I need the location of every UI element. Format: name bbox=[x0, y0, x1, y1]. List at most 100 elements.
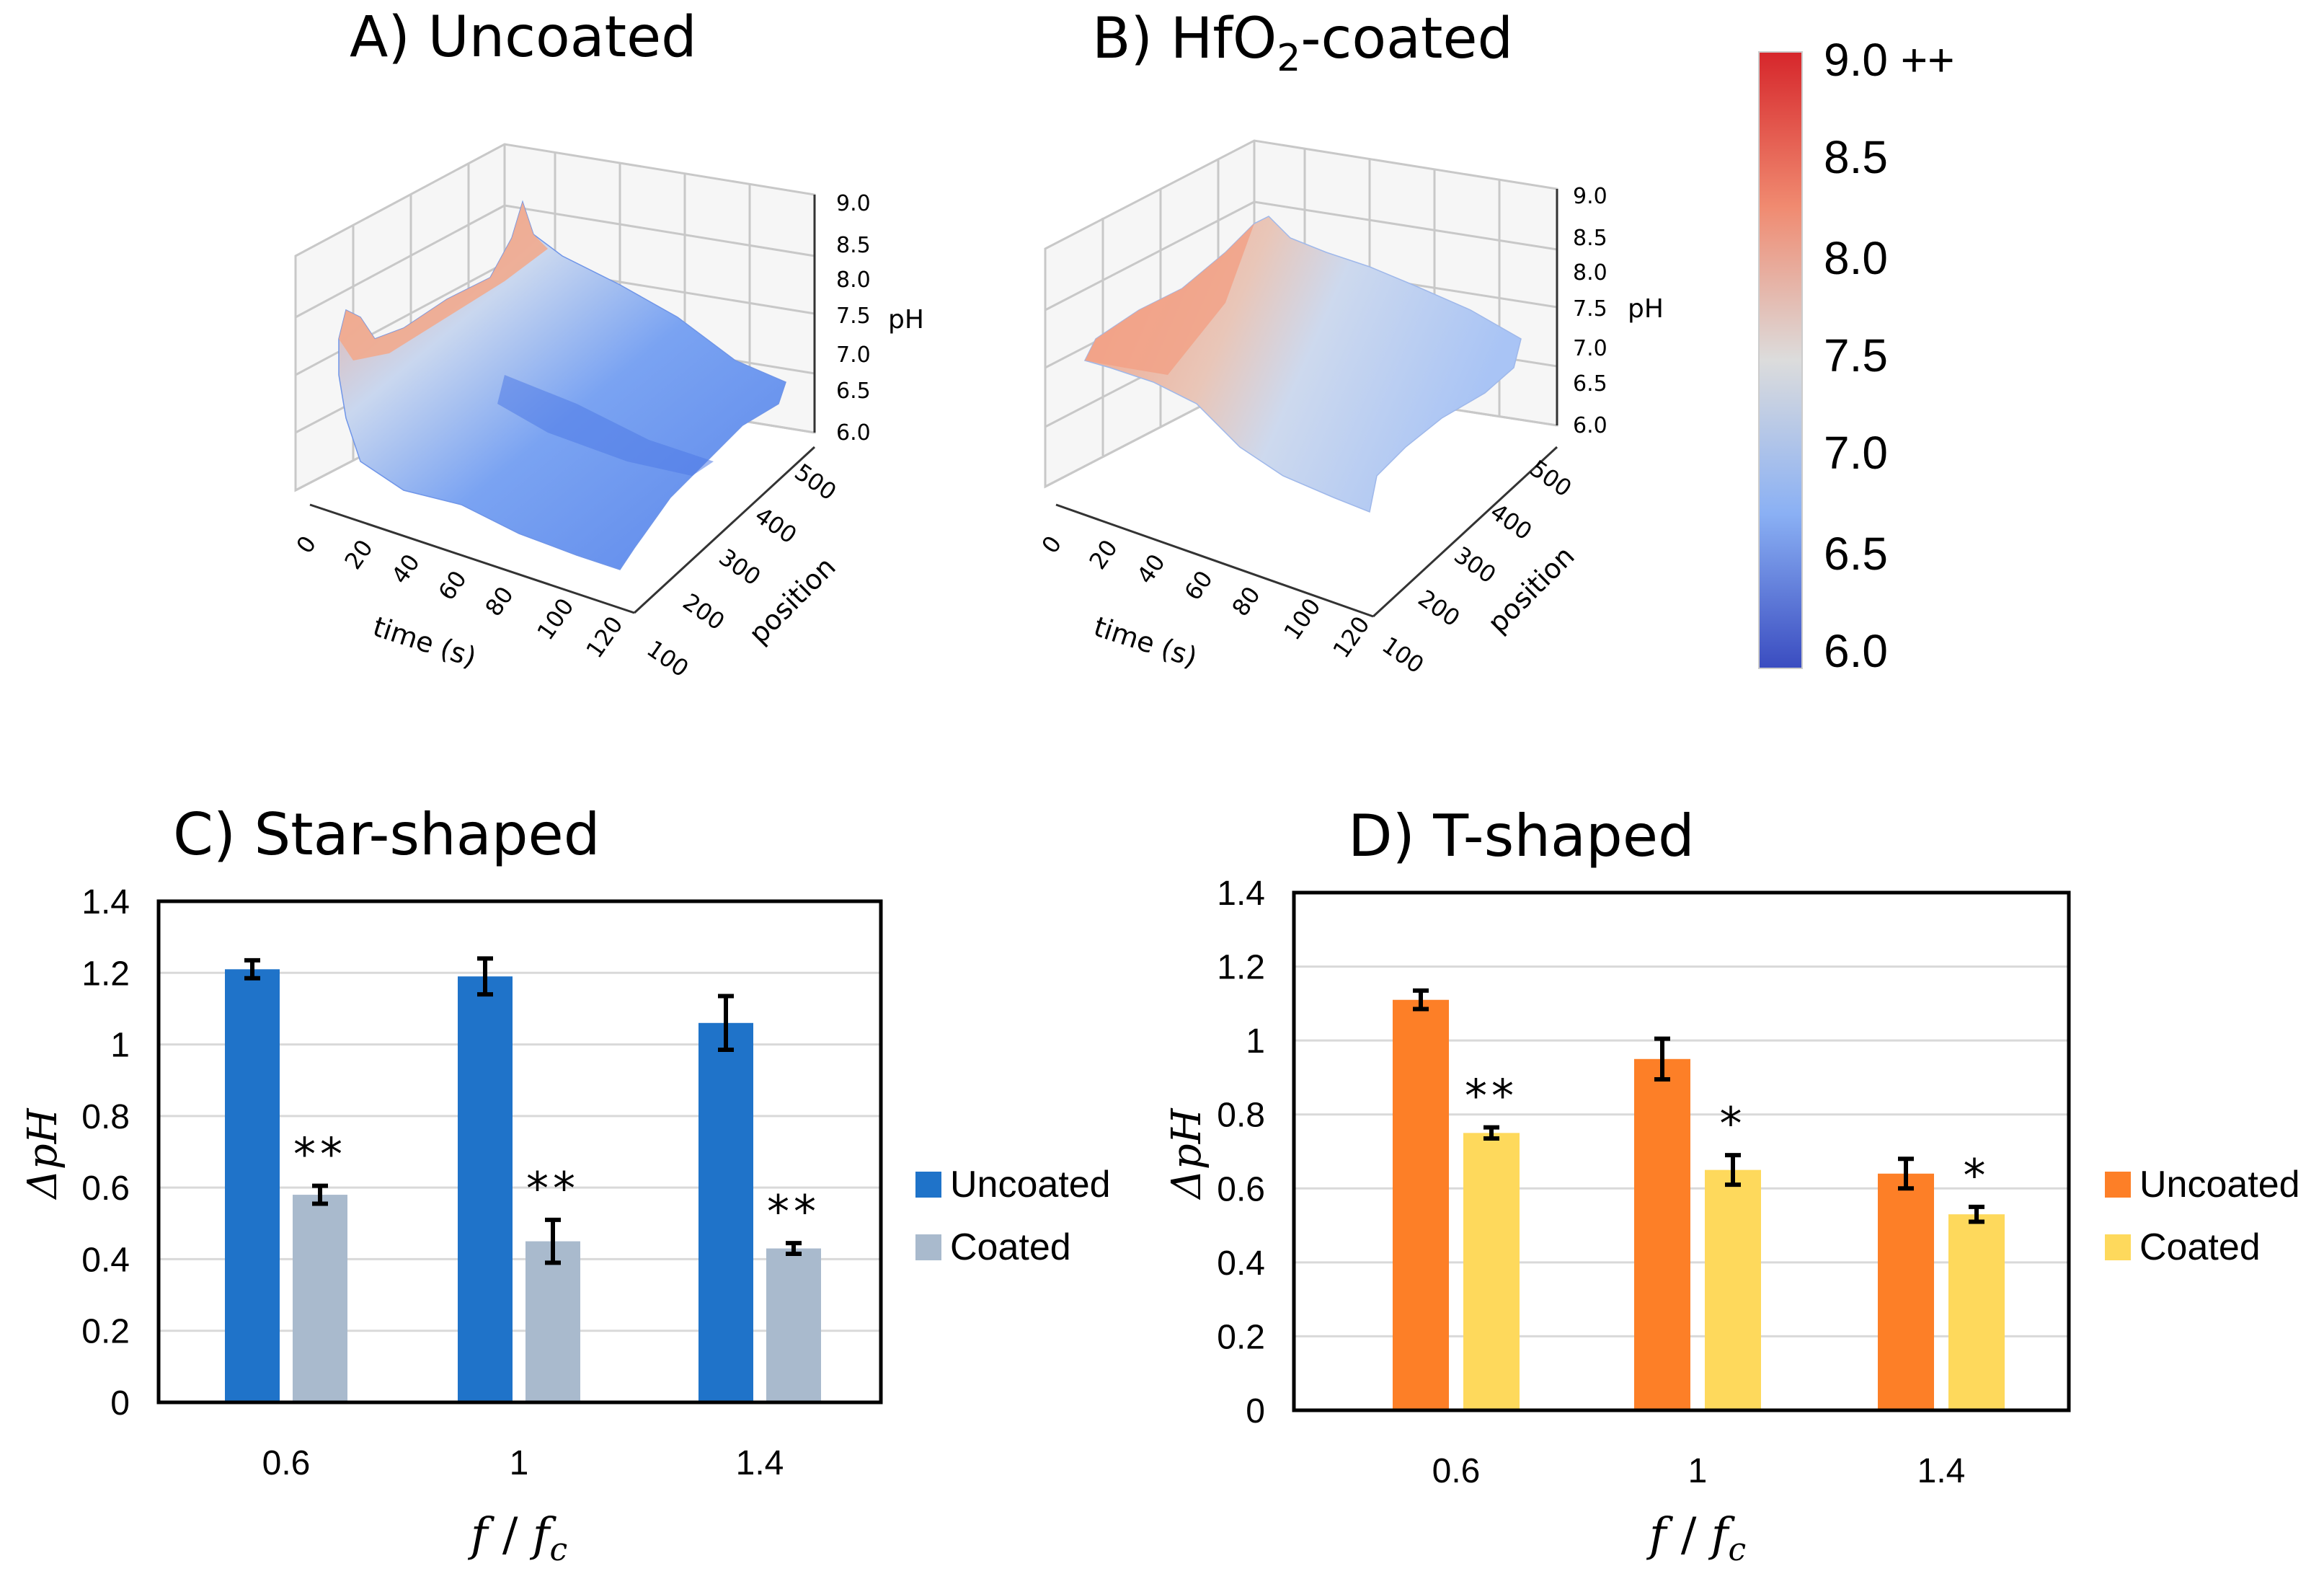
panel-b-y-tick: 500 bbox=[1525, 454, 1576, 502]
colorbar-label: 9.0 ++ bbox=[1824, 34, 1955, 86]
panel-c-x-tick-label: 1.4 bbox=[736, 1444, 784, 1482]
panel-c-legend-label-uncoated: Uncoated bbox=[950, 1164, 1111, 1206]
panel-c-legend-swatch-uncoated bbox=[915, 1172, 941, 1198]
panel-b-x-tick: 120 bbox=[1327, 611, 1375, 663]
panel-b-z-tick: 6.0 bbox=[1573, 413, 1607, 438]
panel-d-bar-uncoated bbox=[1634, 1058, 1690, 1410]
panel-d-significance-marker: ** bbox=[1465, 1070, 1518, 1123]
colorbar: 9.0 ++ 8.5 8.0 7.5 7.0 6.5 6.0 bbox=[1758, 34, 1955, 677]
panel-d-y-ticks: 0 0.2 0.4 0.6 0.8 1 1.2 1.4 bbox=[1217, 875, 1265, 1430]
panel-a-x-tick: 120 bbox=[580, 611, 628, 663]
panel-c-y-tick-label: 1.4 bbox=[81, 883, 130, 921]
panel-b-x-ticks: 0 20 40 60 80 100 120 time (s) bbox=[1036, 531, 1375, 673]
panel-b-z-tick: 8.5 bbox=[1573, 226, 1607, 251]
panel-c-y-tick-label: 0 bbox=[110, 1384, 130, 1423]
panel-c-y-tick-label: 0.2 bbox=[81, 1313, 130, 1351]
panel-d-x-label: f / fc bbox=[1646, 1508, 1746, 1568]
panel-c-legend: Uncoated Coated bbox=[915, 1164, 1111, 1268]
panel-d-y-tick-label: 0.8 bbox=[1217, 1097, 1265, 1135]
colorbar-label: 8.0 bbox=[1824, 232, 1888, 284]
panel-b-z-tick: 9.0 bbox=[1573, 184, 1607, 209]
panel-b-x-tick: 20 bbox=[1083, 534, 1122, 574]
colorbar-label: 7.0 bbox=[1824, 427, 1888, 479]
panel-c-title: C) Star-shaped bbox=[173, 801, 600, 868]
colorbar-label: 7.5 bbox=[1824, 329, 1888, 381]
panel-c-legend-label-coated: Coated bbox=[950, 1226, 1071, 1268]
panel-a-z-tick: 7.0 bbox=[836, 342, 871, 368]
panel-b-x-tick: 60 bbox=[1179, 565, 1218, 605]
panel-b-z-tick: 8.0 bbox=[1573, 260, 1607, 286]
panel-a-z-tick: 8.0 bbox=[836, 267, 871, 293]
panel-d-legend-swatch-coated bbox=[2105, 1234, 2131, 1260]
panel-d-significance-marker: * bbox=[1720, 1097, 1747, 1150]
panel-d-bar-chart: D) T-shaped **** 00.20.40.60.811.21.4 0.… bbox=[1163, 802, 2300, 1568]
panel-a-z-label: pH bbox=[888, 305, 924, 335]
panel-c-x-label-slash: / bbox=[488, 1508, 533, 1562]
panel-b-y-label: position bbox=[1481, 540, 1581, 640]
panel-d-x-tick-label: 1 bbox=[1688, 1452, 1708, 1490]
panel-c-bar-coated bbox=[766, 1248, 821, 1402]
panel-b-y-tick: 200 bbox=[1413, 584, 1465, 632]
panel-d-y-label: ΔpH bbox=[1163, 1107, 1210, 1200]
panel-d-y-tick-label: 1 bbox=[1246, 1022, 1265, 1061]
panel-c-bar-coated bbox=[525, 1241, 580, 1402]
panel-b-surface-plot: B) HfO2-coated 9.0 8.5 8.0 7.5 7.0 6.5 6 bbox=[1036, 6, 1663, 679]
panel-a-z-ticks: 9.0 8.5 8.0 7.5 7.0 6.5 6.0 pH bbox=[836, 191, 924, 446]
panel-a-surface-plot: A) Uncoated 9.0 8.5 8.0 7.5 7.0 bbox=[290, 5, 923, 683]
panel-d-x-tick-label: 0.6 bbox=[1432, 1452, 1481, 1490]
panel-c-plot-frame bbox=[156, 899, 883, 1405]
panel-d-y-tick-label: 0.6 bbox=[1217, 1170, 1265, 1208]
panel-c-y-tick-label: 1 bbox=[110, 1027, 130, 1065]
panel-c-y-tick-label: 1.2 bbox=[81, 955, 130, 993]
panel-b-y-ticks: 100 200 300 400 500 position bbox=[1377, 454, 1580, 678]
panel-b-x-tick: 0 bbox=[1036, 531, 1067, 558]
colorbar-label: 8.5 bbox=[1824, 131, 1888, 183]
panel-d-bar-uncoated bbox=[1878, 1173, 1934, 1410]
panel-d-legend-label-uncoated: Uncoated bbox=[2139, 1164, 2300, 1206]
panel-c-y-tick-label: 0.6 bbox=[81, 1169, 130, 1208]
panel-d-bar-uncoated bbox=[1393, 999, 1449, 1410]
panel-d-bar-coated bbox=[1463, 1133, 1520, 1410]
panel-b-x-tick: 80 bbox=[1226, 581, 1265, 621]
panel-a-x-tick: 100 bbox=[531, 593, 579, 645]
panel-b-x-label: time (s) bbox=[1090, 611, 1201, 673]
panel-a-y-tick: 200 bbox=[678, 588, 729, 635]
panel-b-z-ticks: 9.0 8.5 8.0 7.5 7.0 6.5 6.0 pH bbox=[1573, 184, 1664, 438]
panel-d-y-tick-label: 1.2 bbox=[1217, 949, 1265, 987]
panel-a-x-tick: 20 bbox=[339, 534, 378, 574]
panel-c-bar-uncoated bbox=[225, 969, 280, 1402]
colorbar-label: 6.0 bbox=[1824, 625, 1888, 677]
panel-c-legend-swatch-coated bbox=[915, 1234, 941, 1260]
panel-a-z-tick: 9.0 bbox=[836, 191, 871, 216]
panel-b-y-tick: 300 bbox=[1449, 541, 1501, 588]
panel-d-x-label-sub: c bbox=[1728, 1531, 1746, 1568]
panel-d-title: D) T-shaped bbox=[1348, 802, 1695, 870]
panel-d-x-ticks: 0.6 1 1.4 bbox=[1432, 1452, 1966, 1490]
panel-c-bar-chart: C) Star-shaped ** ** ** 0 0.2 0.4 0.6 0.8 1 1.2 1… bbox=[19, 801, 1111, 1568]
panel-b-z-label: pH bbox=[1628, 294, 1664, 324]
panel-d-legend-swatch-uncoated bbox=[2105, 1172, 2131, 1198]
panel-d-bar-coated bbox=[1948, 1214, 2005, 1410]
panel-a-z-tick: 8.5 bbox=[836, 233, 871, 258]
panel-c-y-ticks: 0 0.2 0.4 0.6 0.8 1 1.2 1.4 bbox=[81, 883, 130, 1423]
panel-b-title: B) HfO2-coated bbox=[1092, 6, 1513, 80]
panel-b-z-tick: 7.0 bbox=[1573, 336, 1607, 361]
panel-c-significance-marker: ** bbox=[293, 1128, 347, 1181]
panel-d-y-tick-label: 1.4 bbox=[1217, 875, 1265, 913]
panel-b-title-subscript: 2 bbox=[1277, 37, 1300, 80]
panel-a-title: A) Uncoated bbox=[350, 5, 697, 70]
panel-d-bar-coated bbox=[1705, 1169, 1761, 1410]
panel-c-y-label: ΔpH bbox=[19, 1107, 66, 1200]
panel-a-x-tick: 80 bbox=[479, 581, 518, 621]
panel-b-axis-lines bbox=[1055, 189, 1558, 618]
panel-d-legend-label-coated: Coated bbox=[2139, 1226, 2261, 1268]
panel-a-x-label: time (s) bbox=[369, 611, 480, 673]
panel-d-y-tick-label: 0.2 bbox=[1217, 1318, 1265, 1356]
panel-b-z-tick: 6.5 bbox=[1573, 371, 1607, 397]
panel-a-y-tick: 300 bbox=[714, 543, 766, 591]
panel-a-surface-trough bbox=[497, 375, 714, 476]
panel-a-z-tick: 6.0 bbox=[836, 420, 871, 446]
panel-d-bars: **** bbox=[1393, 988, 2005, 1410]
panel-c-bars: ** ** ** bbox=[225, 956, 821, 1402]
